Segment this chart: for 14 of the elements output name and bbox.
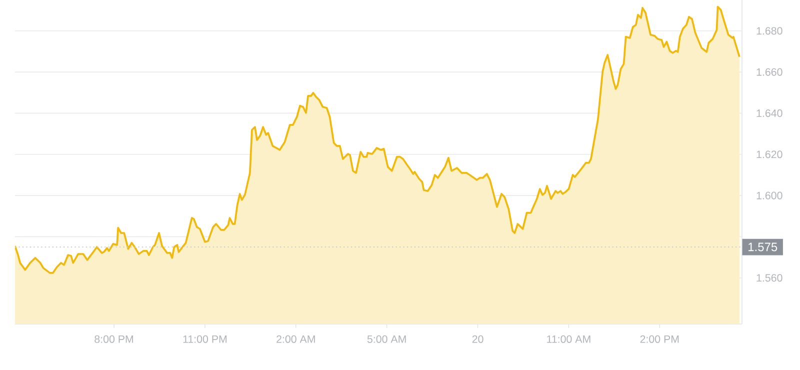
y-tick-label: 1.600 xyxy=(756,192,782,200)
x-tick-label: 11:00 PM xyxy=(183,335,227,343)
y-tick-label: 1.620 xyxy=(756,150,782,158)
x-tick-label: 2:00 PM xyxy=(640,335,679,343)
x-tick-label: 8:00 PM xyxy=(94,335,134,343)
y-tick-label: 1.640 xyxy=(756,109,782,117)
x-tick-label: 11:00 AM xyxy=(547,335,590,343)
x-tick-label: 5:00 AM xyxy=(367,335,406,343)
y-tick-label: 1.660 xyxy=(756,68,782,76)
x-tick-label: 2:00 AM xyxy=(276,335,315,343)
x-tick-label: 20 xyxy=(472,335,484,343)
y-tick-label: 1.560 xyxy=(756,274,782,282)
ref-line-label: 1.575 xyxy=(748,242,778,252)
y-tick-label: 1.680 xyxy=(756,27,782,35)
